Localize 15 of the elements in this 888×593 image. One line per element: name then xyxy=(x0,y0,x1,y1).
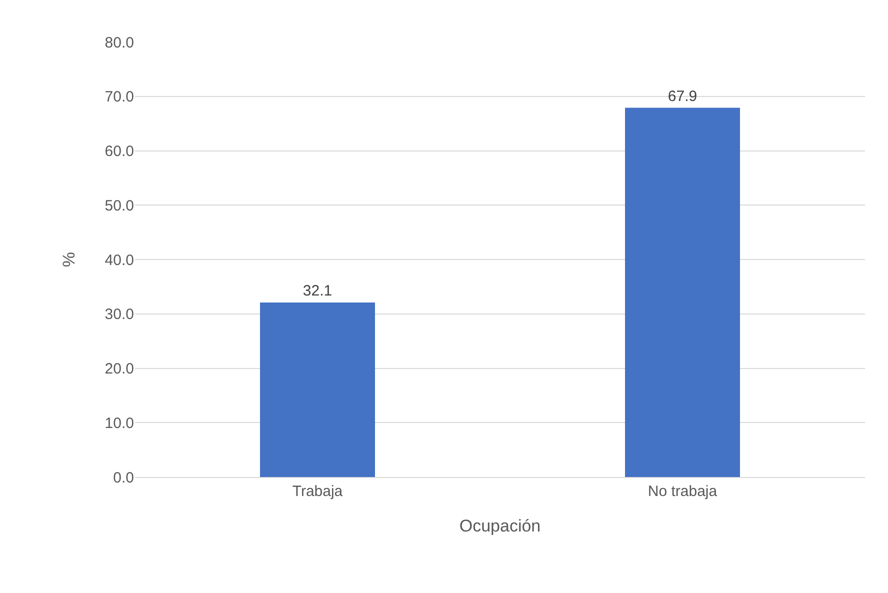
y-tick-label: 50.0 xyxy=(104,197,134,214)
y-tick-label: 60.0 xyxy=(104,143,134,160)
y-tick-label: 10.0 xyxy=(104,414,134,432)
y-tick-label: 40.0 xyxy=(104,252,134,269)
y-tick-label: 20.0 xyxy=(104,360,134,378)
y-tick-label: 0.0 xyxy=(113,469,134,486)
x-tick-label: Trabaja xyxy=(292,483,344,500)
y-tick-label: 30.0 xyxy=(104,306,134,324)
y-tick-label: 80.0 xyxy=(104,34,134,52)
data-label: 32.1 xyxy=(302,282,332,300)
y-tick-label: 70.0 xyxy=(104,88,134,106)
data-label: 67.9 xyxy=(668,88,698,105)
x-axis-title: Ocupación xyxy=(459,516,541,536)
y-axis-title: % xyxy=(59,252,78,268)
x-tick-label: No trabaja xyxy=(648,483,718,500)
